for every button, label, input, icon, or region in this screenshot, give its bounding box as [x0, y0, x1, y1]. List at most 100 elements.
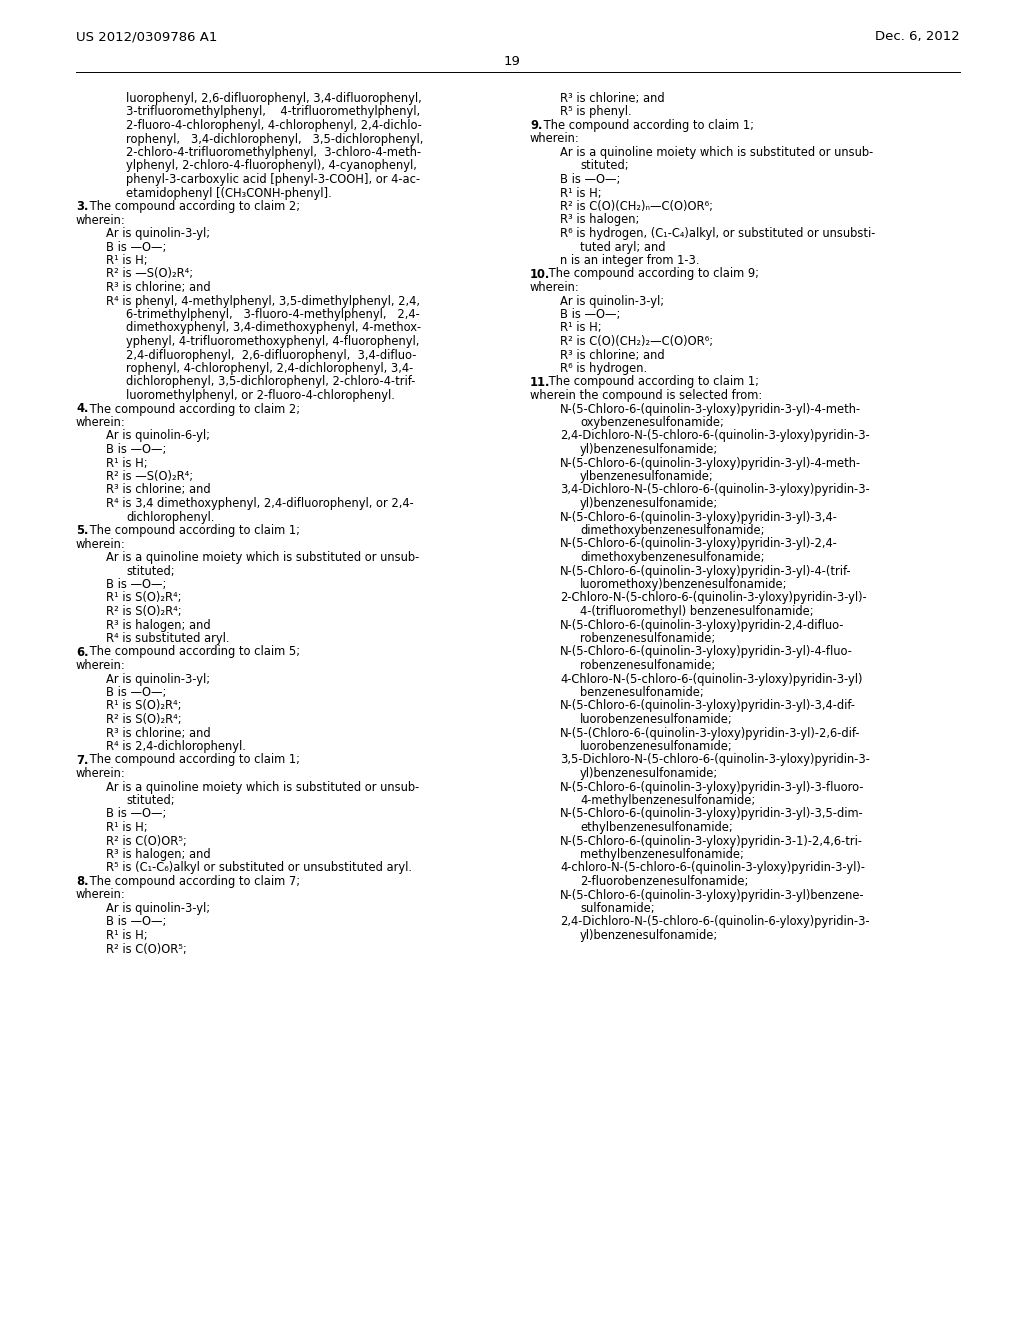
Text: dichlorophenyl.: dichlorophenyl. [126, 511, 214, 524]
Text: N-(5-(Chloro-6-(quinolin-3-yloxy)pyridin-3-yl)-2,6-dif-: N-(5-(Chloro-6-(quinolin-3-yloxy)pyridin… [560, 726, 860, 739]
Text: 19: 19 [504, 55, 520, 69]
Text: R⁴ is 2,4-dichlorophenyl.: R⁴ is 2,4-dichlorophenyl. [106, 741, 246, 752]
Text: R³ is chlorine; and: R³ is chlorine; and [106, 483, 211, 496]
Text: Ar is quinolin-3-yl;: Ar is quinolin-3-yl; [106, 227, 210, 240]
Text: 4-chloro-N-(5-chloro-6-(quinolin-3-yloxy)pyridin-3-yl)-: 4-chloro-N-(5-chloro-6-(quinolin-3-yloxy… [560, 862, 865, 874]
Text: 6.: 6. [76, 645, 88, 659]
Text: luorophenyl, 2,6-difluorophenyl, 3,4-difluorophenyl,: luorophenyl, 2,6-difluorophenyl, 3,4-dif… [126, 92, 422, 106]
Text: dichlorophenyl, 3,5-dichlorophenyl, 2-chloro-4-trif-: dichlorophenyl, 3,5-dichlorophenyl, 2-ch… [126, 375, 416, 388]
Text: yl)benzenesulfonamide;: yl)benzenesulfonamide; [580, 767, 718, 780]
Text: 4-methylbenzenesulfonamide;: 4-methylbenzenesulfonamide; [580, 795, 756, 807]
Text: wherein:: wherein: [76, 214, 126, 227]
Text: wherein:: wherein: [530, 132, 580, 145]
Text: N-(5-Chloro-6-(quinolin-3-yloxy)pyridin-2,4-difluo-: N-(5-Chloro-6-(quinolin-3-yloxy)pyridin-… [560, 619, 845, 631]
Text: B is —O—;: B is —O—; [106, 686, 166, 700]
Text: R⁴ is 3,4 dimethoxyphenyl, 2,4-difluorophenyl, or 2,4-: R⁴ is 3,4 dimethoxyphenyl, 2,4-difluorop… [106, 498, 414, 510]
Text: Ar is a quinoline moiety which is substituted or unsub-: Ar is a quinoline moiety which is substi… [106, 780, 419, 793]
Text: etamidophenyl [(CH₃CONH-phenyl].: etamidophenyl [(CH₃CONH-phenyl]. [126, 186, 332, 199]
Text: Ar is quinolin-3-yl;: Ar is quinolin-3-yl; [106, 902, 210, 915]
Text: R² is S(O)₂R⁴;: R² is S(O)₂R⁴; [106, 605, 181, 618]
Text: R³ is chlorine; and: R³ is chlorine; and [106, 281, 211, 294]
Text: Ar is a quinoline moiety which is substituted or unsub-: Ar is a quinoline moiety which is substi… [106, 550, 419, 564]
Text: N-(5-Chloro-6-(quinolin-3-yloxy)pyridin-3-yl)-3,5-dim-: N-(5-Chloro-6-(quinolin-3-yloxy)pyridin-… [560, 808, 864, 821]
Text: tuted aryl; and: tuted aryl; and [580, 240, 666, 253]
Text: R¹ is H;: R¹ is H; [560, 322, 602, 334]
Text: stituted;: stituted; [126, 565, 175, 578]
Text: R² is S(O)₂R⁴;: R² is S(O)₂R⁴; [106, 713, 181, 726]
Text: R⁶ is hydrogen.: R⁶ is hydrogen. [560, 362, 647, 375]
Text: R² is C(O)OR⁵;: R² is C(O)OR⁵; [106, 942, 186, 956]
Text: R¹ is S(O)₂R⁴;: R¹ is S(O)₂R⁴; [106, 591, 181, 605]
Text: sulfonamide;: sulfonamide; [580, 902, 654, 915]
Text: B is —O—;: B is —O—; [560, 308, 621, 321]
Text: phenyl-3-carboxylic acid [phenyl-3-COOH], or 4-ac-: phenyl-3-carboxylic acid [phenyl-3-COOH]… [126, 173, 420, 186]
Text: n is an integer from 1-3.: n is an integer from 1-3. [560, 253, 699, 267]
Text: R² is C(O)(CH₂)₂—C(O)OR⁶;: R² is C(O)(CH₂)₂—C(O)OR⁶; [560, 335, 713, 348]
Text: 3,5-Dichloro-N-(5-chloro-6-(quinolin-3-yloxy)pyridin-3-: 3,5-Dichloro-N-(5-chloro-6-(quinolin-3-y… [560, 754, 869, 767]
Text: Ar is quinolin-3-yl;: Ar is quinolin-3-yl; [106, 672, 210, 685]
Text: R² is —S(O)₂R⁴;: R² is —S(O)₂R⁴; [106, 268, 194, 281]
Text: yl)benzenesulfonamide;: yl)benzenesulfonamide; [580, 498, 718, 510]
Text: B is —O—;: B is —O—; [106, 240, 166, 253]
Text: Ar is a quinoline moiety which is substituted or unsub-: Ar is a quinoline moiety which is substi… [560, 147, 873, 158]
Text: 2-Chloro-N-(5-chloro-6-(quinolin-3-yloxy)pyridin-3-yl)-: 2-Chloro-N-(5-chloro-6-(quinolin-3-yloxy… [560, 591, 866, 605]
Text: 6-trimethylphenyl,   3-fluoro-4-methylphenyl,   2,4-: 6-trimethylphenyl, 3-fluoro-4-methylphen… [126, 308, 420, 321]
Text: 2,4-Dichloro-N-(5-chloro-6-(quinolin-3-yloxy)pyridin-3-: 2,4-Dichloro-N-(5-chloro-6-(quinolin-3-y… [560, 429, 869, 442]
Text: R³ is halogen; and: R³ is halogen; and [106, 847, 211, 861]
Text: 4-Chloro-N-(5-chloro-6-(quinolin-3-yloxy)pyridin-3-yl): 4-Chloro-N-(5-chloro-6-(quinolin-3-yloxy… [560, 672, 862, 685]
Text: yphenyl, 4-trifluoromethoxyphenyl, 4-fluorophenyl,: yphenyl, 4-trifluoromethoxyphenyl, 4-flu… [126, 335, 420, 348]
Text: N-(5-Chloro-6-(quinolin-3-yloxy)pyridin-3-yl)-4-meth-: N-(5-Chloro-6-(quinolin-3-yloxy)pyridin-… [560, 457, 861, 470]
Text: R³ is chlorine; and: R³ is chlorine; and [106, 726, 211, 739]
Text: Ar is quinolin-3-yl;: Ar is quinolin-3-yl; [560, 294, 665, 308]
Text: Dec. 6, 2012: Dec. 6, 2012 [876, 30, 961, 44]
Text: R¹ is H;: R¹ is H; [106, 821, 147, 834]
Text: 11.: 11. [530, 375, 550, 388]
Text: 2-chloro-4-trifluoromethylphenyl,  3-chloro-4-meth-: 2-chloro-4-trifluoromethylphenyl, 3-chlo… [126, 147, 421, 158]
Text: R¹ is S(O)₂R⁴;: R¹ is S(O)₂R⁴; [106, 700, 181, 713]
Text: 3.: 3. [76, 201, 88, 213]
Text: robenzenesulfonamide;: robenzenesulfonamide; [580, 659, 715, 672]
Text: oxybenzenesulfonamide;: oxybenzenesulfonamide; [580, 416, 724, 429]
Text: 10.: 10. [530, 268, 550, 281]
Text: 4.: 4. [76, 403, 88, 416]
Text: R¹ is H;: R¹ is H; [106, 457, 147, 470]
Text: 2,4-Dichloro-N-(5-chloro-6-(quinolin-6-yloxy)pyridin-3-: 2,4-Dichloro-N-(5-chloro-6-(quinolin-6-y… [560, 916, 869, 928]
Text: B is —O—;: B is —O—; [106, 578, 166, 591]
Text: 3-trifluoromethylphenyl,    4-trifluoromethylphenyl,: 3-trifluoromethylphenyl, 4-trifluorometh… [126, 106, 420, 119]
Text: wherein:: wherein: [76, 537, 126, 550]
Text: The compound according to claim 7;: The compound according to claim 7; [86, 875, 300, 888]
Text: N-(5-Chloro-6-(quinolin-3-yloxy)pyridin-3-yl)-3-fluoro-: N-(5-Chloro-6-(quinolin-3-yloxy)pyridin-… [560, 780, 864, 793]
Text: N-(5-Chloro-6-(quinolin-3-yloxy)pyridin-3-1)-2,4,6-tri-: N-(5-Chloro-6-(quinolin-3-yloxy)pyridin-… [560, 834, 863, 847]
Text: R³ is chlorine; and: R³ is chlorine; and [560, 348, 665, 362]
Text: R³ is halogen; and: R³ is halogen; and [106, 619, 211, 631]
Text: The compound according to claim 1;: The compound according to claim 1; [86, 524, 300, 537]
Text: The compound according to claim 1;: The compound according to claim 1; [546, 375, 760, 388]
Text: ylphenyl, 2-chloro-4-fluorophenyl), 4-cyanophenyl,: ylphenyl, 2-chloro-4-fluorophenyl), 4-cy… [126, 160, 417, 173]
Text: 5.: 5. [76, 524, 88, 537]
Text: dimethoxyphenyl, 3,4-dimethoxyphenyl, 4-methox-: dimethoxyphenyl, 3,4-dimethoxyphenyl, 4-… [126, 322, 421, 334]
Text: B is —O—;: B is —O—; [106, 916, 166, 928]
Text: rophenyl, 4-chlorophenyl, 2,4-dichlorophenyl, 3,4-: rophenyl, 4-chlorophenyl, 2,4-dichloroph… [126, 362, 414, 375]
Text: ethylbenzenesulfonamide;: ethylbenzenesulfonamide; [580, 821, 733, 834]
Text: R⁵ is (C₁-C₆)alkyl or substituted or unsubstituted aryl.: R⁵ is (C₁-C₆)alkyl or substituted or uns… [106, 862, 412, 874]
Text: N-(5-Chloro-6-(quinolin-3-yloxy)pyridin-3-yl)-3,4-dif-: N-(5-Chloro-6-(quinolin-3-yloxy)pyridin-… [560, 700, 856, 713]
Text: dimethoxybenzenesulfonamide;: dimethoxybenzenesulfonamide; [580, 524, 765, 537]
Text: R² is C(O)(CH₂)ₙ—C(O)OR⁶;: R² is C(O)(CH₂)ₙ—C(O)OR⁶; [560, 201, 713, 213]
Text: methylbenzenesulfonamide;: methylbenzenesulfonamide; [580, 847, 743, 861]
Text: R⁵ is phenyl.: R⁵ is phenyl. [560, 106, 632, 119]
Text: dimethoxybenzenesulfonamide;: dimethoxybenzenesulfonamide; [580, 550, 765, 564]
Text: Ar is quinolin-6-yl;: Ar is quinolin-6-yl; [106, 429, 210, 442]
Text: The compound according to claim 2;: The compound according to claim 2; [86, 201, 300, 213]
Text: R⁴ is phenyl, 4-methylphenyl, 3,5-dimethylphenyl, 2,4,: R⁴ is phenyl, 4-methylphenyl, 3,5-dimeth… [106, 294, 420, 308]
Text: robenzenesulfonamide;: robenzenesulfonamide; [580, 632, 715, 645]
Text: wherein:: wherein: [76, 888, 126, 902]
Text: ylbenzenesulfonamide;: ylbenzenesulfonamide; [580, 470, 714, 483]
Text: N-(5-Chloro-6-(quinolin-3-yloxy)pyridin-3-yl)-2,4-: N-(5-Chloro-6-(quinolin-3-yloxy)pyridin-… [560, 537, 838, 550]
Text: R¹ is H;: R¹ is H; [106, 929, 147, 942]
Text: wherein the compound is selected from:: wherein the compound is selected from: [530, 389, 762, 403]
Text: The compound according to claim 2;: The compound according to claim 2; [86, 403, 300, 416]
Text: wherein:: wherein: [530, 281, 580, 294]
Text: R² is —S(O)₂R⁴;: R² is —S(O)₂R⁴; [106, 470, 194, 483]
Text: 2-fluorobenzenesulfonamide;: 2-fluorobenzenesulfonamide; [580, 875, 749, 888]
Text: 9.: 9. [530, 119, 543, 132]
